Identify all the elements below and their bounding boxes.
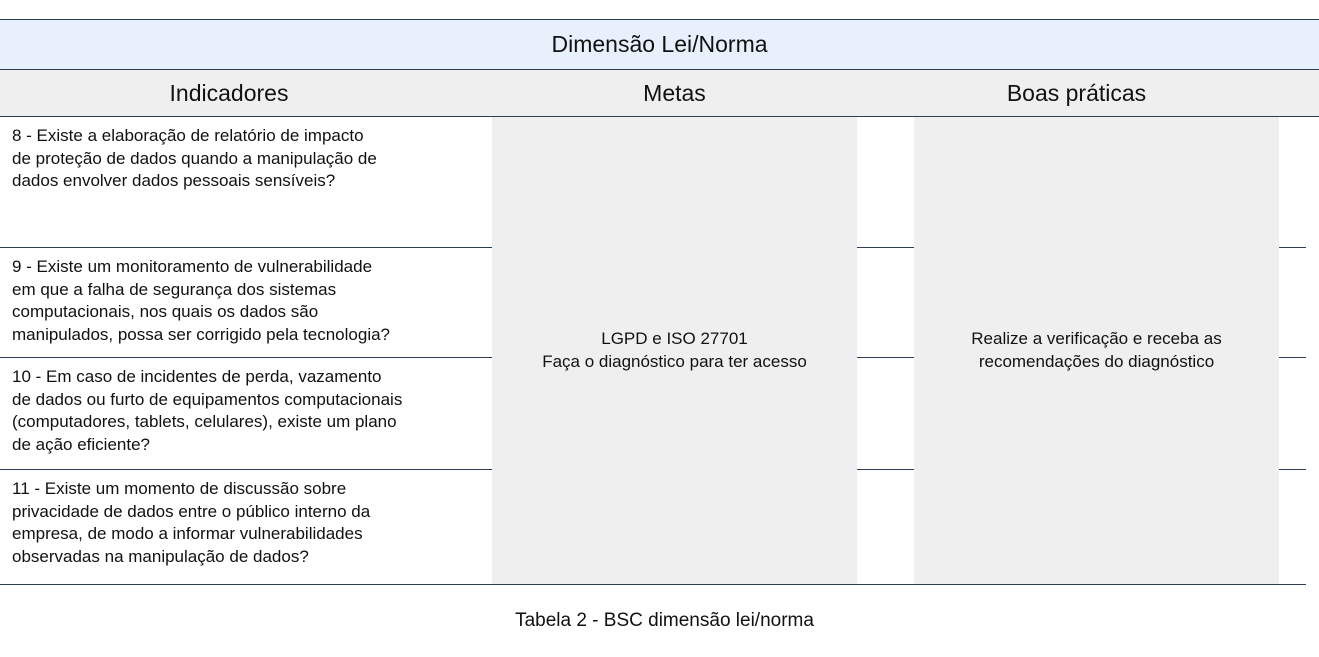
indicator-row: 9 - Existe um monitoramento de vulnerabi… <box>12 257 391 344</box>
table-header-row: Indicadores Metas Boas práticas <box>0 70 1319 117</box>
row-divider <box>0 469 492 470</box>
indicator-row: 11 - Existe um momento de discussão sobr… <box>12 479 371 566</box>
header-metas: Metas <box>643 79 706 106</box>
row-divider <box>857 247 914 248</box>
table-title: Dimensão Lei/Norma <box>0 19 1319 70</box>
row-divider <box>1279 247 1306 248</box>
row-divider <box>1279 357 1306 358</box>
row-divider <box>0 357 492 358</box>
indicator-row: 8 - Existe a elaboração de relatório de … <box>12 126 377 190</box>
header-boas-praticas: Boas práticas <box>1006 79 1147 106</box>
header-indicadores: Indicadores <box>169 79 289 106</box>
metas-cell: LGPD e ISO 27701 Faça o diagnóstico para… <box>492 117 857 584</box>
row-divider <box>857 469 914 470</box>
boas-praticas-cell: Realize a verificação e receba as recome… <box>914 117 1279 584</box>
row-divider <box>0 247 492 248</box>
table-bottom-border <box>0 584 1306 585</box>
row-divider <box>857 357 914 358</box>
indicator-row: 10 - Em caso de incidentes de perda, vaz… <box>12 367 403 454</box>
table-caption: Tabela 2 - BSC dimensão lei/norma <box>515 610 814 631</box>
row-divider <box>1279 469 1306 470</box>
